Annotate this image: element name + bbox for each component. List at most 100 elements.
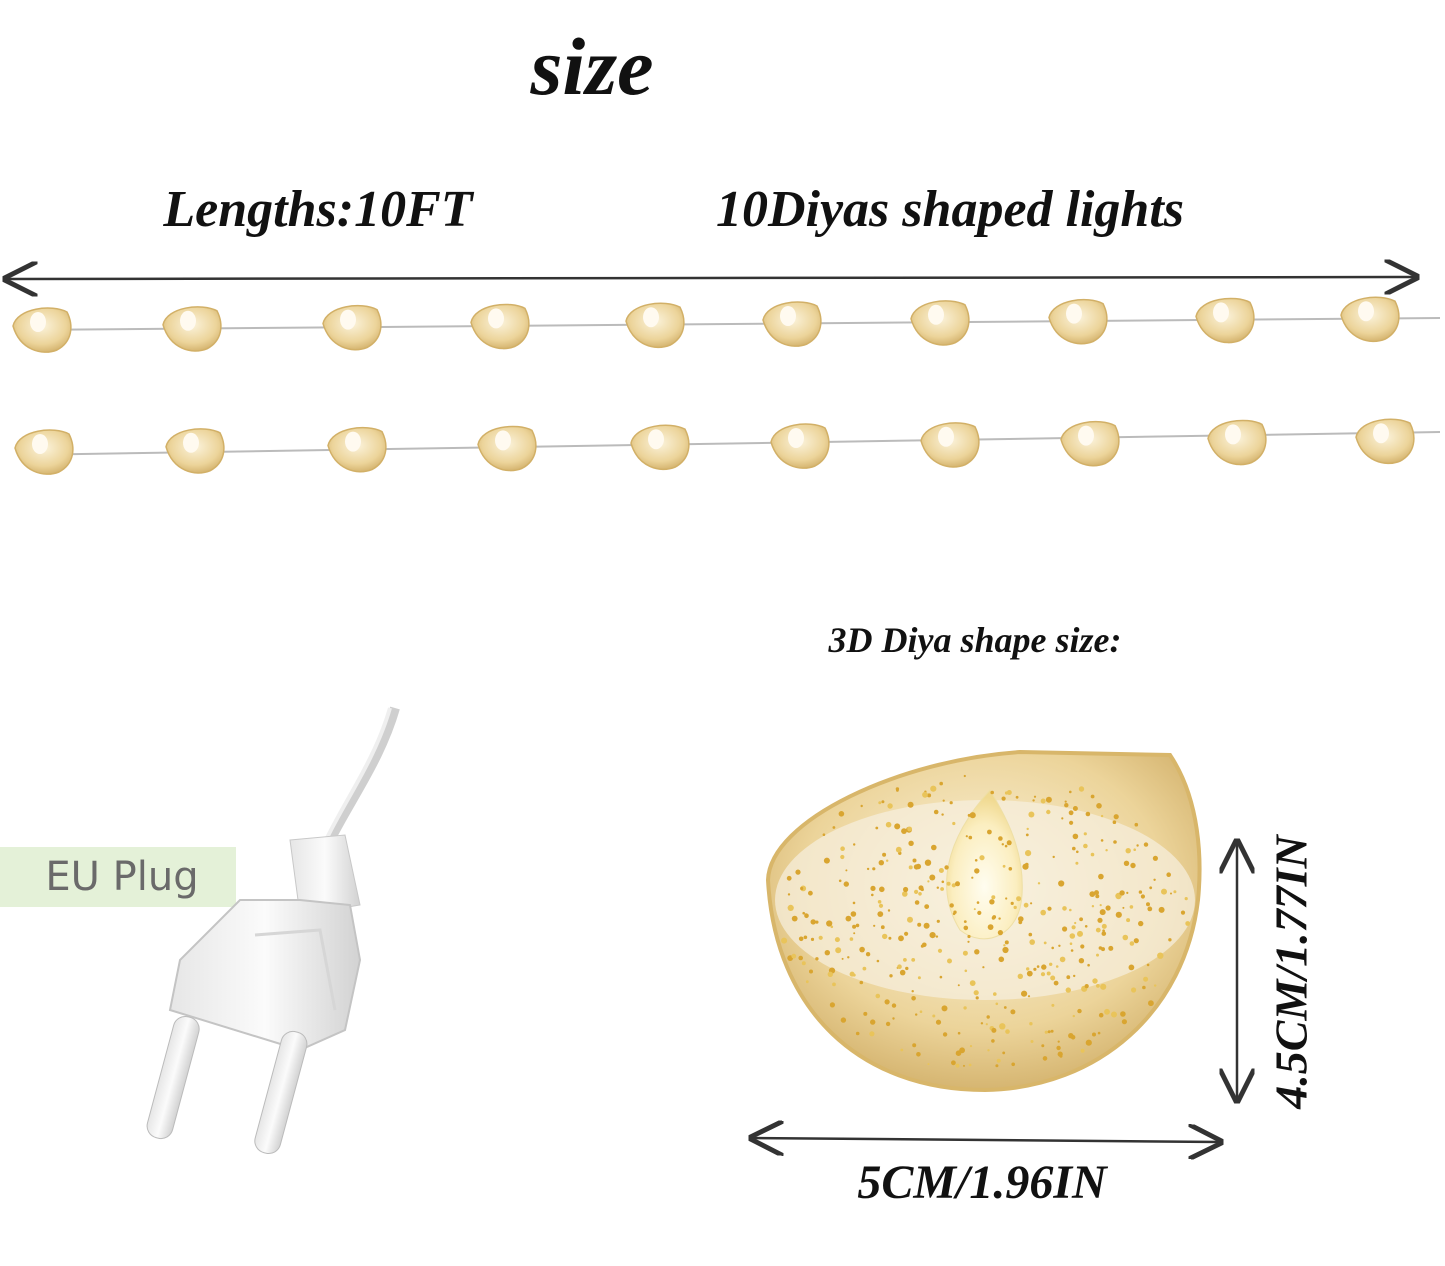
glitter-dot (1004, 844, 1008, 848)
glitter-dot (1161, 888, 1167, 895)
diya-light (1195, 297, 1255, 344)
glitter-dot (963, 925, 969, 931)
glitter-dot (1002, 946, 1009, 954)
glitter-dot (891, 1003, 897, 1008)
glitter-dot (838, 811, 845, 817)
glitter-dot (850, 911, 857, 917)
glitter-dot (1128, 964, 1135, 971)
glitter-dot (1069, 820, 1074, 825)
glitter-dot (1058, 944, 1061, 947)
glitter-dot (1105, 849, 1108, 852)
diya-light (1048, 298, 1108, 345)
glitter-dot (993, 992, 997, 996)
glitter-dot (885, 1021, 891, 1027)
glitter-dot (1080, 944, 1085, 949)
glitter-dot (917, 922, 922, 927)
glitter-dot (940, 887, 944, 891)
glitter-dot (895, 846, 902, 853)
glitter-dot (907, 826, 912, 832)
glitter-dot (880, 925, 885, 930)
glitter-dot (855, 1031, 860, 1036)
glitter-dot (1122, 906, 1125, 909)
diya-flame (788, 428, 804, 448)
glitter-dot (882, 852, 887, 857)
glitter-dot (1071, 925, 1076, 930)
glitter-dot (1064, 800, 1067, 803)
glitter-dot (936, 886, 939, 889)
glitter-dot (918, 892, 922, 896)
glitter-dot (884, 999, 890, 1005)
glitter-dot (1023, 902, 1029, 908)
glitter-dot (1018, 916, 1024, 922)
glitter-dot (967, 934, 971, 939)
diya-light (920, 422, 980, 468)
diya-light (470, 303, 530, 350)
glitter-dot (974, 868, 980, 874)
glitter-dot (989, 899, 995, 905)
glitter-dot (798, 955, 803, 961)
count-label: 10Diyas shaped lights (716, 181, 1184, 238)
glitter-dot (1147, 906, 1153, 912)
diya-flame (928, 304, 944, 325)
glitter-dot (855, 923, 860, 928)
glitter-dot (973, 908, 976, 911)
glitter-dot (1073, 974, 1076, 978)
glitter-dot (845, 869, 848, 872)
glitter-dot (834, 937, 840, 943)
glitter-dot (900, 1048, 904, 1052)
glitter-dot (1113, 840, 1117, 844)
glitter-dot (969, 980, 976, 986)
glitter-dot (1108, 945, 1114, 951)
diya-flame (1373, 423, 1389, 444)
glitter-dot (843, 881, 849, 887)
glitter-dot (1180, 910, 1186, 915)
glitter-dot (935, 935, 939, 938)
glitter-dot (1072, 806, 1078, 811)
glitter-dot (810, 937, 815, 942)
glitter-dot (1005, 897, 1008, 900)
glitter-dot (1096, 953, 1099, 957)
glitter-dot (1069, 908, 1072, 912)
glitter-dot (824, 950, 830, 956)
glitter-dot (1091, 905, 1095, 908)
glitter-dot (1011, 1062, 1015, 1067)
glitter-dot (805, 980, 809, 984)
glitter-dot (1084, 925, 1088, 928)
glitter-dot (965, 835, 968, 838)
diya-light (762, 301, 822, 347)
glitter-dot (1184, 897, 1188, 901)
glitter-dot (1146, 963, 1150, 967)
glitter-dot (997, 930, 1004, 936)
glitter-dot (980, 1022, 984, 1025)
diya-light (630, 424, 690, 471)
glitter-dot (888, 936, 892, 940)
glitter-dot (899, 969, 906, 976)
glitter-dot (987, 1049, 990, 1052)
glitter-dot (1030, 902, 1033, 905)
glitter-dot (985, 1023, 988, 1026)
glitter-dot (987, 924, 994, 930)
glitter-dot (887, 909, 891, 912)
glitter-dot (932, 1014, 936, 1018)
glitter-dot (1006, 840, 1012, 846)
glitter-dot (1105, 905, 1111, 911)
glitter-dot (1080, 1048, 1085, 1053)
diya-light (327, 426, 387, 473)
glitter-dot (1042, 1056, 1048, 1061)
glitter-dot (1113, 814, 1119, 820)
glitter-dot (957, 1031, 961, 1035)
diya-flame (30, 312, 46, 332)
glitter-dot (963, 1064, 965, 1067)
glitter-dot (1040, 909, 1046, 916)
glitter-dot (992, 915, 997, 919)
diya-light (1340, 296, 1400, 343)
glitter-dot (998, 836, 1003, 841)
glitter-dot (1142, 985, 1146, 990)
glitter-dot (927, 793, 932, 798)
glitter-dot (781, 937, 788, 944)
glitter-dot (1064, 803, 1069, 808)
glitter-dot (907, 801, 914, 808)
glitter-dot (1101, 931, 1107, 936)
glitter-dot (795, 869, 801, 875)
